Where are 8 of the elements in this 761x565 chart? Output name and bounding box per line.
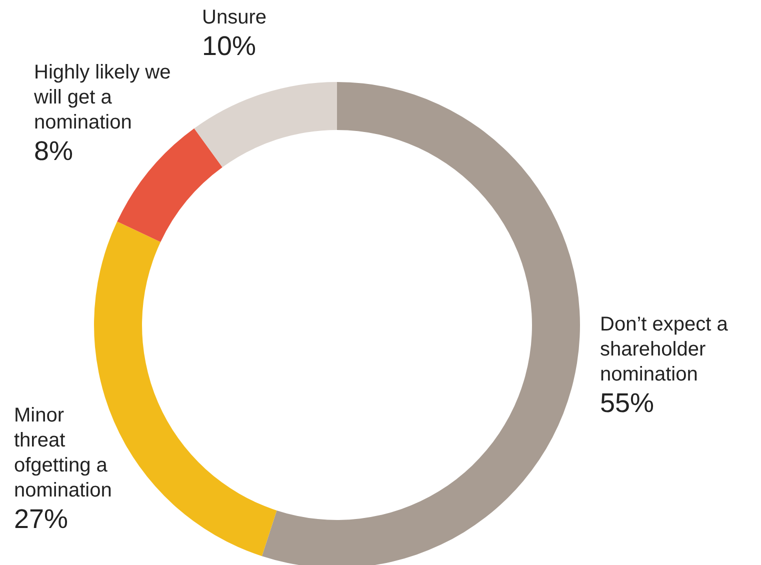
slice-label: Minor threat ofgetting a nomination <box>14 404 112 502</box>
slice-label: Don’t expect a shareholder nomination <box>600 314 729 386</box>
data-label: 10% <box>202 31 256 61</box>
data-label: 55% <box>600 388 654 418</box>
slice-label: Highly likely we will get a nomination <box>33 62 171 134</box>
slice-label: Unsure <box>202 6 266 28</box>
data-label: 8% <box>34 136 74 166</box>
data-label: 27% <box>14 504 68 534</box>
